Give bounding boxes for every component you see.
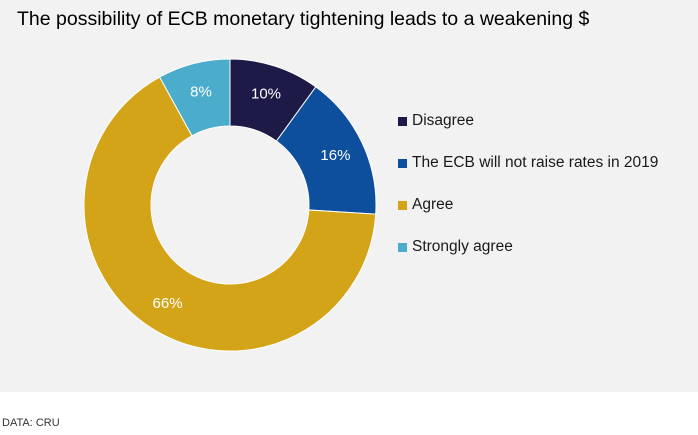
legend-swatch-no-raise-2019 xyxy=(398,158,407,168)
legend-item-strongly-agree: Strongly agree xyxy=(398,226,658,268)
source-note: DATA: CRU xyxy=(2,417,60,429)
legend: Disagree The ECB will not raise rates in… xyxy=(398,100,658,268)
legend-item-agree: Agree xyxy=(398,184,658,226)
legend-label-strongly-agree: Strongly agree xyxy=(412,238,513,255)
legend-item-no-raise-2019: The ECB will not raise rates in 2019 xyxy=(398,142,658,184)
legend-swatch-strongly-agree xyxy=(398,242,407,252)
slice-label-agree: 66% xyxy=(153,295,183,312)
chart-title: The possibility of ECB monetary tighteni… xyxy=(17,8,590,30)
donut-chart: 10% 16% 66% 8% xyxy=(83,58,377,352)
legend-label-agree: Agree xyxy=(412,196,454,213)
legend-label-no-raise-2019: The ECB will not raise rates in 2019 xyxy=(412,154,659,171)
slice-label-strongly-agree: 8% xyxy=(190,84,212,101)
slice-label-the-ecb-will-not-raise-rates-in-2019: 16% xyxy=(320,147,350,164)
legend-item-disagree: Disagree xyxy=(398,100,658,142)
slice-label-disagree: 10% xyxy=(251,86,281,103)
legend-swatch-disagree xyxy=(398,116,407,126)
legend-swatch-agree xyxy=(398,200,407,210)
chart-panel: The possibility of ECB monetary tighteni… xyxy=(0,0,698,392)
legend-label-disagree: Disagree xyxy=(412,112,475,129)
donut-slices xyxy=(83,58,377,352)
donut-slice-labels: 10% 16% 66% 8% xyxy=(153,84,351,312)
donut-slice-strongly-agree xyxy=(158,58,231,137)
donut-slice-agree xyxy=(83,76,377,352)
